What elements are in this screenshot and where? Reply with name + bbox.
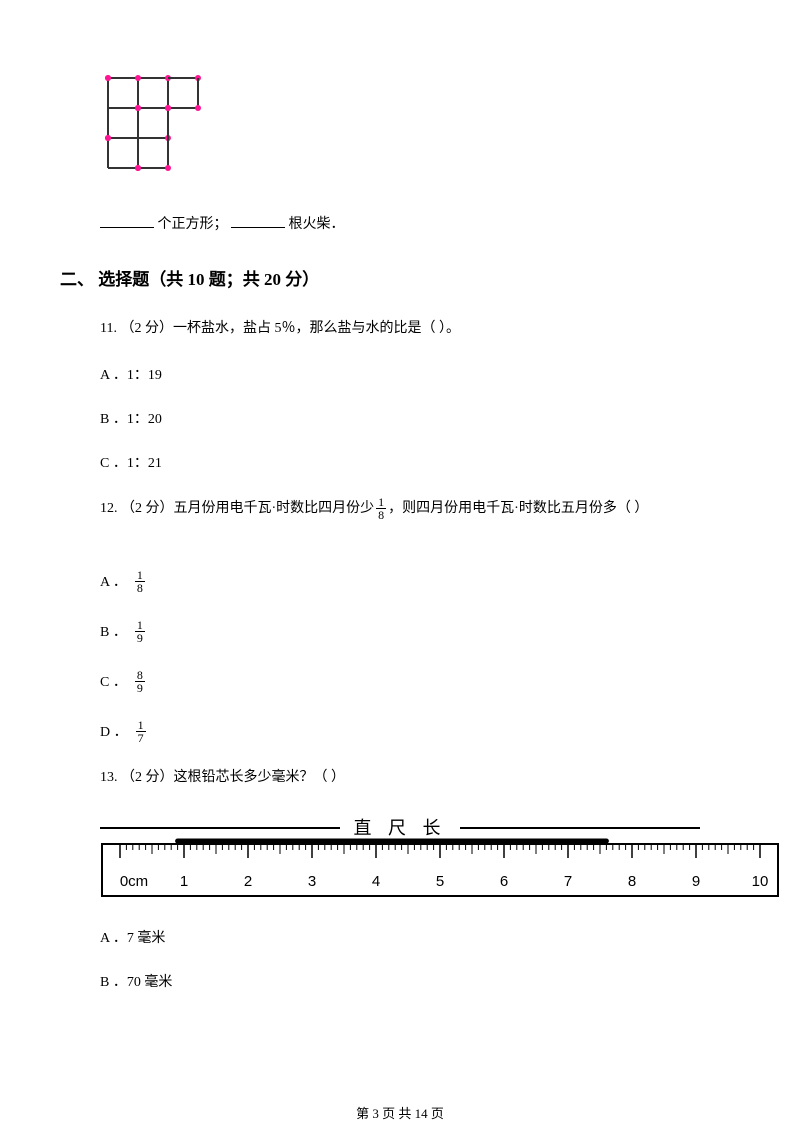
fill-blank-line: 个正方形； 根火柴．	[100, 213, 740, 233]
matchstick-figure	[100, 70, 740, 185]
q13-text: 13. （2 分）这根铅芯长多少毫米？（ ）	[100, 767, 740, 789]
page-footer: 第 3 页 共 14 页	[0, 1103, 800, 1122]
fraction-icon: 1 7	[136, 719, 146, 744]
svg-text:1: 1	[180, 873, 188, 890]
q13-option-b: B ．70 毫米	[100, 971, 740, 991]
q11-option-a: A ．1：19	[100, 364, 740, 384]
q12-option-a: A ． 1 8	[100, 567, 740, 595]
svg-text:8: 8	[628, 873, 636, 890]
svg-text:3: 3	[308, 873, 316, 890]
blank-1	[100, 214, 154, 228]
q13-option-a: A ．7 毫米	[100, 927, 740, 947]
q11-option-b: B ．1：20	[100, 408, 740, 428]
q12-pre: 12. （2 分）五月份用电千瓦·时数比四月份少	[100, 498, 374, 520]
fraction-icon: 1 8	[135, 569, 145, 594]
q12-option-c: C ． 8 9	[100, 667, 740, 695]
ruler-title: 直 尺 长	[100, 814, 700, 840]
matchstick-svg	[100, 70, 210, 180]
fraction-icon: 8 9	[135, 669, 145, 694]
svg-text:0cm: 0cm	[120, 873, 148, 890]
blank-2	[231, 214, 285, 228]
fraction-icon: 1 9	[135, 619, 145, 644]
blank-text-1: 个正方形；	[158, 217, 228, 232]
q12-option-d: D ． 1 7	[100, 717, 740, 745]
ruler-svg: 0cm 1 2 3 4 5 6 7 8 9 10	[100, 838, 780, 898]
q12-fraction-icon: 1 8	[376, 496, 386, 521]
q11-text: 11. （2 分）一杯盐水，盐占 5％，那么盐与水的比是（ ）。	[100, 318, 740, 340]
ruler-container: 直 尺 长 0cm12345678910	[100, 814, 700, 903]
svg-text:9: 9	[692, 873, 700, 890]
svg-text:4: 4	[372, 873, 380, 890]
q12-post: ，则四月份用电千瓦·时数比五月份多（ ）	[388, 498, 648, 520]
q12-option-b: B ． 1 9	[100, 617, 740, 645]
svg-text:2: 2	[244, 873, 252, 890]
blank-text-2: 根火柴．	[289, 217, 345, 232]
svg-text:6: 6	[500, 873, 508, 890]
q12-text: 12. （2 分）五月份用电千瓦·时数比四月份少 1 8 ，则四月份用电千瓦·时…	[100, 496, 740, 521]
section-2-title: 二、 选择题（共 10 题；共 20 分）	[60, 265, 740, 290]
svg-text:7: 7	[564, 873, 572, 890]
q11-option-c: C ．1：21	[100, 452, 740, 472]
svg-text:10: 10	[752, 873, 769, 890]
svg-text:5: 5	[436, 873, 444, 890]
